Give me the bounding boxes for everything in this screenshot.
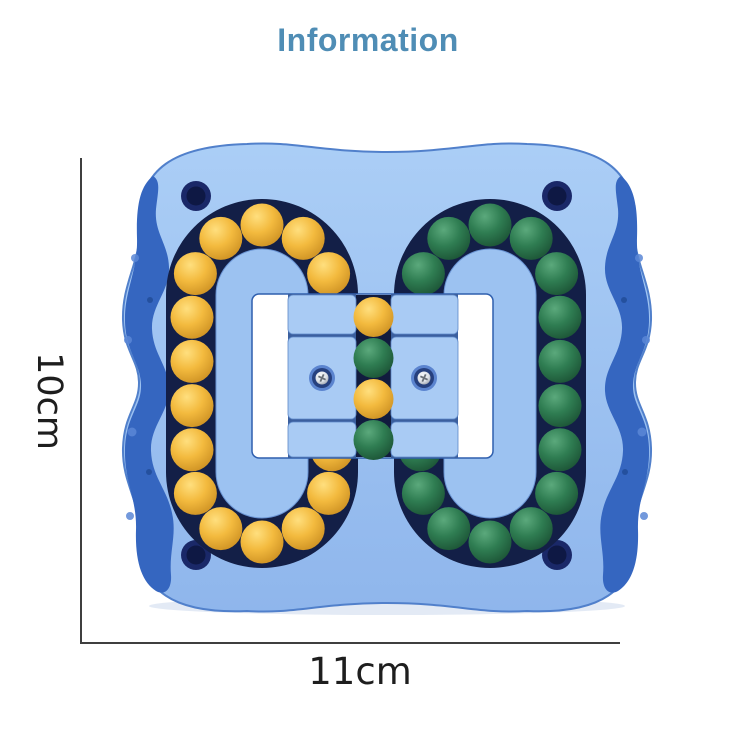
grip-nub: [126, 512, 134, 520]
bead-yellow: [173, 252, 217, 296]
bead-yellow: [353, 297, 394, 337]
corner-hole-top-right: [542, 181, 572, 211]
width-dimension-label: 11cm: [308, 650, 412, 693]
bead-yellow: [170, 384, 214, 428]
bead-yellow: [170, 428, 214, 472]
bead-green: [353, 338, 394, 378]
corner-hole-bottom-right: [542, 540, 572, 570]
bead-yellow: [199, 507, 243, 551]
rotor-plate-left: [287, 294, 357, 458]
bead-green: [468, 520, 512, 564]
bead-yellow: [307, 471, 351, 515]
height-dimension-line: [80, 158, 82, 642]
bead-green: [353, 420, 394, 460]
corner-hole-top-left: [181, 181, 211, 211]
bead-yellow: [170, 295, 214, 339]
bead-green: [509, 216, 553, 260]
bead-green: [538, 295, 582, 339]
screw-left: [309, 365, 335, 391]
bead-green: [535, 471, 579, 515]
bead-green: [468, 203, 512, 247]
page-title: Information: [277, 22, 459, 58]
bead-yellow: [170, 339, 214, 383]
corner-holes: [181, 181, 572, 570]
plate-section: [390, 421, 459, 458]
bead-yellow: [281, 216, 325, 260]
plate-section: [287, 421, 357, 458]
screw-right: [411, 365, 437, 391]
bead-yellow: [240, 520, 284, 564]
bead-green: [538, 428, 582, 472]
grip-dot: [146, 469, 152, 475]
bead-yellow: [307, 252, 351, 296]
grip-nub: [127, 427, 137, 437]
beads-center-column: [353, 297, 394, 460]
grip-dot: [147, 297, 153, 303]
bead-yellow: [173, 471, 217, 515]
bead-yellow: [353, 379, 394, 419]
bead-green: [427, 507, 471, 551]
height-dimension-label: 10cm: [29, 352, 69, 450]
bead-green: [401, 471, 445, 515]
bead-green: [509, 507, 553, 551]
grip-left: [124, 176, 174, 593]
width-dimension-line: [80, 642, 620, 644]
bead-yellow: [240, 203, 284, 247]
bead-green: [401, 252, 445, 296]
bead-green: [535, 252, 579, 296]
grip-nub: [131, 254, 139, 262]
plate-section: [287, 294, 357, 335]
bead-green: [427, 216, 471, 260]
plate-section: [390, 294, 459, 335]
grip-nub: [124, 336, 132, 344]
bead-yellow: [281, 507, 325, 551]
bead-green: [538, 384, 582, 428]
bead-green: [538, 339, 582, 383]
bead-yellow: [199, 216, 243, 260]
